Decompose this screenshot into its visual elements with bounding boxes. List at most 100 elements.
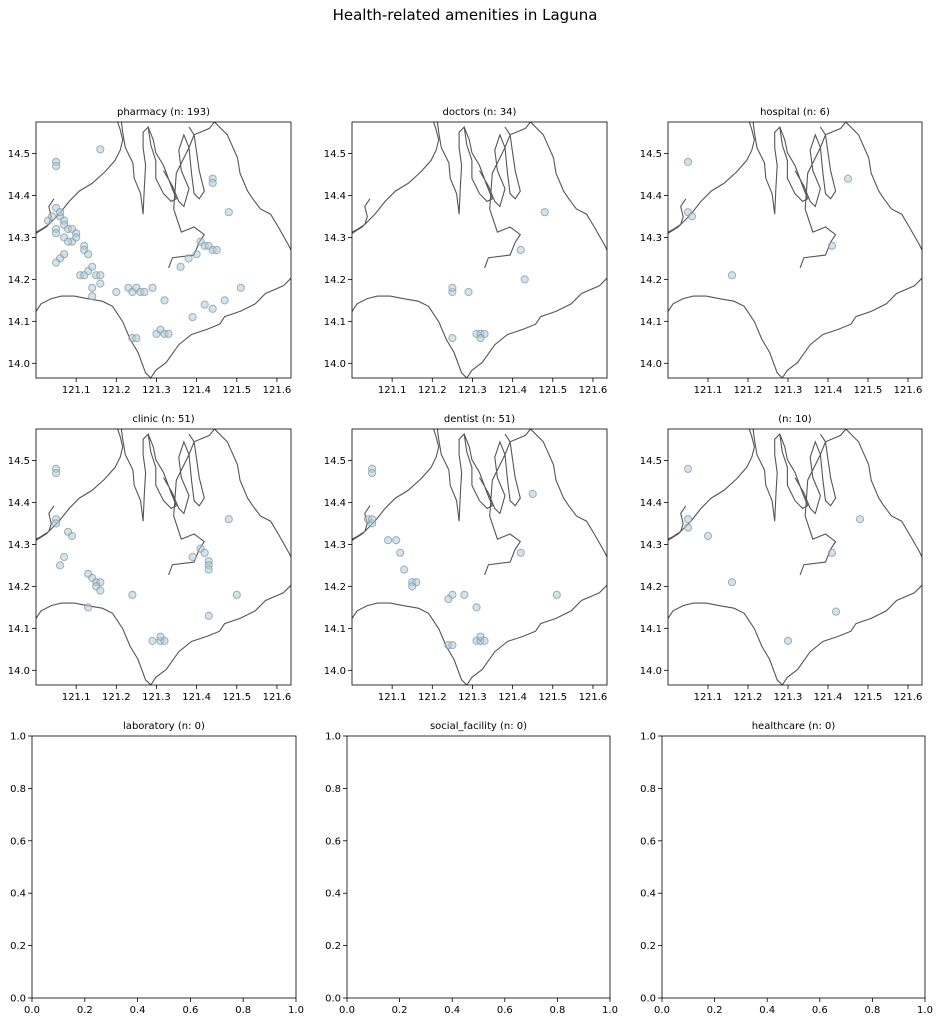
data-point	[60, 552, 69, 562]
y-tick-label: 14.2	[8, 275, 30, 286]
data-point	[464, 287, 473, 297]
panel-title: hospital (n: 6)	[760, 107, 830, 118]
data-point	[148, 636, 157, 646]
x-tick-label: 121.2	[418, 385, 447, 396]
panel-title: (n: 10)	[778, 414, 812, 425]
data-point	[96, 271, 105, 280]
x-tick-label: 121.3	[142, 385, 171, 396]
x-tick-label: 121.5	[222, 385, 251, 396]
y-tick-label: 14.1	[324, 624, 346, 635]
data-point	[232, 590, 241, 599]
axes-frame	[31, 735, 297, 999]
panel-title: clinic (n: 51)	[132, 414, 194, 425]
x-tick-label: 121.1	[694, 385, 723, 396]
x-tick-label: 121.5	[538, 692, 567, 703]
province-boundary	[352, 122, 607, 378]
y-tick-label: 14.3	[640, 540, 662, 551]
x-tick-label: 0.2	[77, 1005, 93, 1016]
axes-frame	[661, 735, 926, 999]
data-point	[84, 603, 93, 612]
axes-frame	[35, 428, 292, 686]
data-point	[683, 523, 693, 532]
x-tick-label: 121.3	[458, 385, 487, 396]
data-point	[52, 469, 61, 478]
y-tick-label: 14.0	[324, 666, 346, 677]
province-boundary	[36, 122, 291, 378]
data-point	[112, 287, 121, 297]
y-tick-label: 14.4	[8, 191, 30, 202]
data-point	[164, 329, 173, 338]
x-tick-label: 121.5	[854, 385, 883, 396]
panel: hospital (n: 6) 121.1 121.2 121.3 121.4 121.5…	[640, 107, 923, 396]
data-point	[827, 241, 837, 250]
y-tick-label: 14.4	[324, 498, 346, 509]
data-point	[827, 548, 837, 557]
y-tick-label: 0.2	[325, 941, 341, 952]
y-tick-label: 0.4	[325, 889, 341, 900]
x-tick-label: 1.0	[288, 1005, 304, 1016]
x-tick-label: 0.2	[392, 1005, 408, 1016]
y-tick-label: 0.6	[640, 836, 656, 847]
x-tick-label: 121.1	[694, 692, 723, 703]
data-point	[444, 594, 453, 604]
x-tick-label: 0.8	[549, 1005, 565, 1016]
data-point	[683, 157, 693, 166]
data-point	[88, 262, 97, 271]
y-tick-label: 14.1	[8, 317, 30, 328]
y-tick-label: 0.4	[10, 889, 26, 900]
panel-title: dentist (n: 51)	[444, 414, 515, 425]
y-tick-label: 14.3	[8, 540, 30, 551]
data-point	[52, 258, 61, 267]
x-tick-label: 0.8	[235, 1005, 251, 1016]
x-tick-label: 121.2	[734, 692, 763, 703]
data-point	[368, 515, 377, 524]
y-tick-label: 14.5	[324, 149, 346, 160]
x-tick-label: 121.5	[538, 385, 567, 396]
x-tick-label: 121.2	[102, 692, 131, 703]
x-tick-label: 121.4	[814, 692, 843, 703]
y-tick-label: 14.2	[324, 582, 346, 593]
data-point	[204, 565, 213, 574]
x-tick-label: 121.6	[894, 692, 923, 703]
panel: social_facility (n: 0) 0.0 0.2 0.4 0.6 0.8 1.0…	[325, 721, 618, 1016]
panel: clinic (n: 51) 121.1 121.2 121.3 121.4 121.5 1…	[8, 414, 292, 703]
data-point	[396, 548, 405, 557]
x-tick-label: 121.4	[182, 692, 211, 703]
x-tick-label: 0.0	[339, 1005, 355, 1016]
y-tick-label: 14.2	[640, 582, 662, 593]
data-point	[220, 296, 229, 305]
x-tick-label: 121.2	[418, 692, 447, 703]
x-tick-label: 0.2	[707, 1005, 723, 1016]
panel: (n: 10) 121.1 121.2 121.3 121.4 121.5 121.6 14.…	[640, 414, 923, 703]
x-tick-label: 0.6	[812, 1005, 828, 1016]
y-tick-label: 14.1	[8, 624, 30, 635]
x-tick-label: 121.6	[263, 385, 292, 396]
x-tick-label: 121.3	[142, 692, 171, 703]
province-boundary	[352, 429, 607, 685]
data-point	[208, 304, 217, 313]
x-tick-label: 121.6	[579, 385, 608, 396]
y-tick-label: 14.5	[8, 149, 30, 160]
panel-title: pharmacy (n: 193)	[117, 107, 210, 118]
data-point	[843, 174, 853, 183]
province-boundary	[668, 122, 922, 378]
data-point	[84, 250, 93, 259]
x-tick-label: 0.4	[130, 1005, 146, 1016]
y-tick-label: 1.0	[325, 732, 341, 743]
data-point	[480, 636, 489, 646]
y-tick-label: 0.0	[325, 994, 341, 1005]
data-point	[236, 283, 245, 292]
data-point	[683, 515, 693, 524]
axes-frame	[667, 121, 923, 379]
data-point	[88, 292, 97, 301]
y-tick-label: 0.0	[640, 994, 656, 1005]
data-point	[176, 262, 185, 271]
data-point	[72, 233, 81, 242]
data-point	[516, 245, 525, 255]
data-point	[703, 531, 713, 541]
y-tick-label: 14.3	[640, 233, 662, 244]
data-point	[160, 296, 169, 305]
axes-frame	[351, 121, 608, 379]
data-point	[552, 590, 561, 599]
